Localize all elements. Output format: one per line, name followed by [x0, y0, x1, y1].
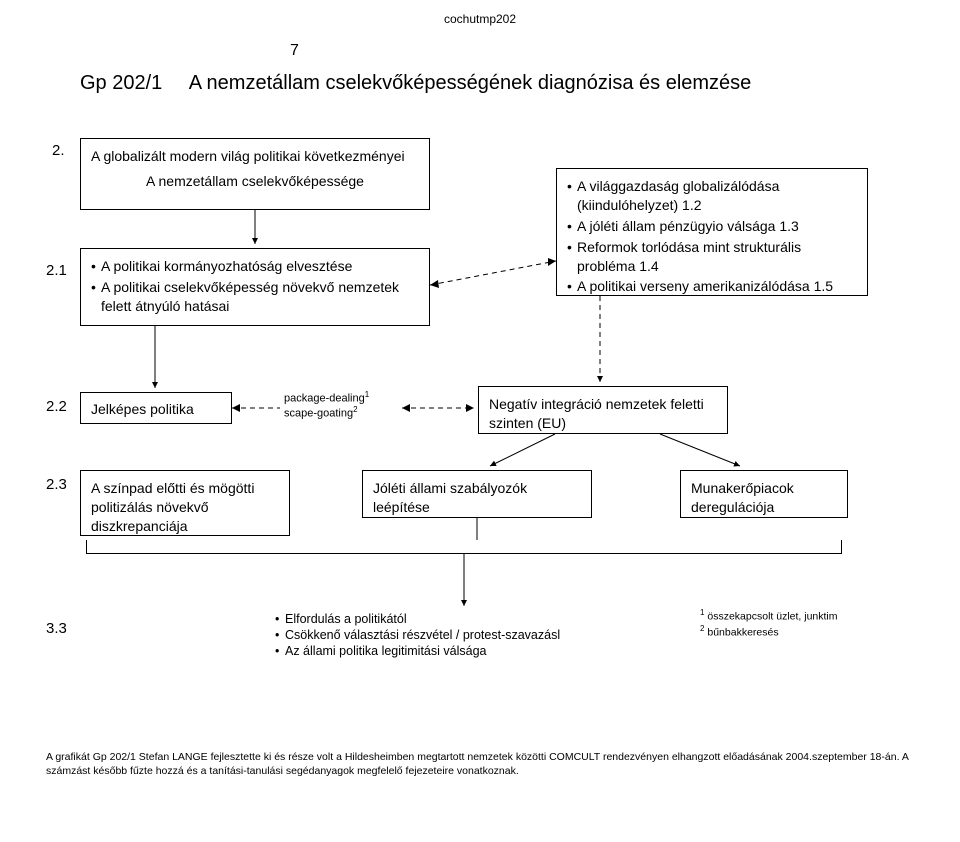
box33-b1: Elfordulás a politikától: [275, 612, 635, 626]
box-22-right: Negatív integráció nemzetek feletti szin…: [478, 386, 728, 434]
box33-b2: Csökkenő választási részvétel / protest-…: [275, 628, 635, 642]
fn2-num: 2: [700, 624, 704, 633]
box-2: A globalizált modern világ politikai köv…: [80, 138, 430, 210]
box-right: A világgazdaság globalizálódása (kiindul…: [556, 168, 868, 296]
box22-left-text: Jelképes politika: [91, 401, 194, 417]
label-2-2: 2.2: [46, 398, 67, 415]
boxr-b1: A világgazdaság globalizálódása (kiindul…: [567, 177, 857, 215]
footnotes: 1 összekapcsolt üzlet, junktim 2 bűnbakk…: [700, 608, 838, 640]
fn2-text: bűnbakkeresés: [707, 627, 778, 639]
box21-b2: A politikai cselekvőképesség növekvő nem…: [91, 278, 419, 316]
credit-text: A grafikát Gp 202/1 Stefan LANGE fejlesz…: [46, 750, 916, 778]
box-22-mid: package-dealing1 scape-goating2: [284, 390, 424, 419]
box22-mid-sup2: 2: [353, 405, 357, 414]
page-title: Gp 202/1 A nemzetállam cselekvőképességé…: [80, 72, 751, 95]
boxr-b2: A jóléti állam pénzügyio válsága 1.3: [567, 217, 857, 236]
page-id: cochutmp202: [444, 12, 516, 26]
box-2-1: A politikai kormányozhatóság elvesztése …: [80, 248, 430, 326]
title-text: A nemzetállam cselekvőképességének diagn…: [189, 72, 752, 94]
box-22-left: Jelképes politika: [80, 392, 232, 424]
page-number: 7: [290, 42, 299, 60]
box23-left-text: A színpad előtti és mögötti politizálás …: [91, 480, 254, 534]
box33-b3: Az állami politika legitimitási válsága: [275, 644, 635, 658]
box23-right-text: Munakerőpiacok deregulációja: [691, 480, 794, 515]
box23-mid-text: Jóléti állami szabályozók leépítése: [373, 480, 527, 515]
boxr-b3: Reformok torlódása mint strukturális pro…: [567, 238, 857, 276]
box-23-right: Munakerőpiacok deregulációja: [680, 470, 848, 518]
box21-b1: A politikai kormányozhatóság elvesztése: [91, 257, 419, 276]
box22-mid-l1: package-dealing: [284, 393, 365, 405]
fn1-text: összekapcsolt üzlet, junktim: [707, 611, 837, 623]
box22-right-text: Negatív integráció nemzetek feletti szin…: [489, 396, 704, 431]
label-3-3: 3.3: [46, 620, 67, 637]
box2-line1: A globalizált modern világ politikai köv…: [91, 147, 419, 166]
label-2-1: 2.1: [46, 262, 67, 279]
box-33: Elfordulás a politikától Csökkenő válasz…: [275, 612, 635, 660]
boxr-b4: A politikai verseny amerikanizálódása 1.…: [567, 277, 857, 296]
box-23-left: A színpad előtti és mögötti politizálás …: [80, 470, 290, 536]
box22-mid-sup1: 1: [365, 390, 369, 399]
box22-mid-l2: scape-goating: [284, 407, 353, 419]
box2-line2: A nemzetállam cselekvőképessége: [91, 172, 419, 191]
fn1-num: 1: [700, 608, 704, 617]
box-23-mid: Jóléti állami szabályozók leépítése: [362, 470, 592, 518]
title-code: Gp 202/1: [80, 72, 162, 94]
label-2-3: 2.3: [46, 476, 67, 493]
label-2: 2.: [52, 142, 65, 159]
bracket-23: [86, 540, 842, 554]
